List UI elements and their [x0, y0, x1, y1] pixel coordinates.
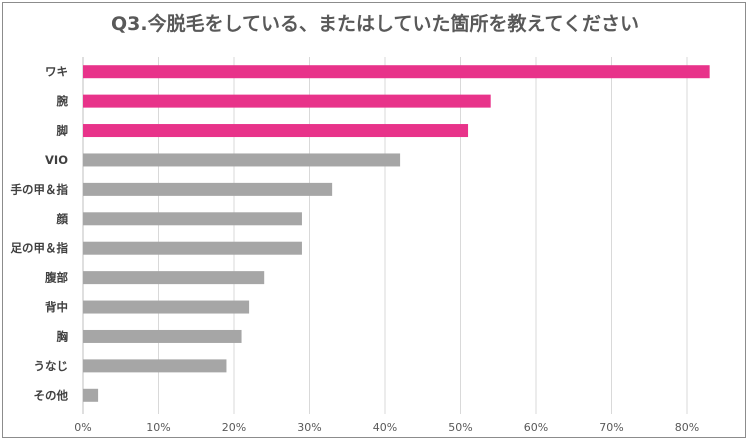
tick-label: 0% [74, 421, 91, 434]
chart-title: Q3.今脱毛をしている、またはしていた箇所を教えてください [111, 13, 639, 35]
bar [83, 212, 302, 226]
bar [83, 300, 250, 314]
bar [83, 271, 265, 285]
bar [83, 65, 710, 79]
category-label: 胸 [57, 329, 69, 343]
x-axis-ticks: 0% 10% 20% 30% 40% 50% 60% 70% 80% [74, 421, 699, 434]
bar [83, 182, 333, 196]
category-label: 足の甲＆指 [11, 241, 69, 255]
category-label: 腕 [57, 94, 69, 108]
tick-label: 60% [524, 421, 548, 434]
tick-label: 30% [297, 421, 321, 434]
category-label: VIO [45, 153, 68, 167]
bars [83, 65, 710, 402]
category-label: うなじ [34, 359, 69, 373]
bar [83, 153, 401, 167]
tick-label: 70% [599, 421, 623, 434]
bar [83, 329, 242, 343]
category-label: 手の甲＆指 [11, 182, 69, 196]
tick-label: 20% [222, 421, 246, 434]
bar [83, 359, 227, 373]
category-label: 腹部 [45, 271, 68, 285]
bar [83, 124, 469, 138]
tick-label: 80% [675, 421, 699, 434]
gridlines [82, 57, 688, 414]
bar [83, 388, 99, 402]
bar [83, 241, 302, 255]
tick-label: 40% [373, 421, 397, 434]
category-label: ワキ [45, 65, 68, 79]
tick-label: 50% [448, 421, 472, 434]
category-label: 脚 [57, 124, 69, 138]
category-label: その他 [34, 388, 69, 402]
tick-label: 10% [146, 421, 170, 434]
category-label: 背中 [45, 300, 68, 314]
category-label: 顔 [56, 212, 69, 226]
bar [83, 94, 491, 108]
